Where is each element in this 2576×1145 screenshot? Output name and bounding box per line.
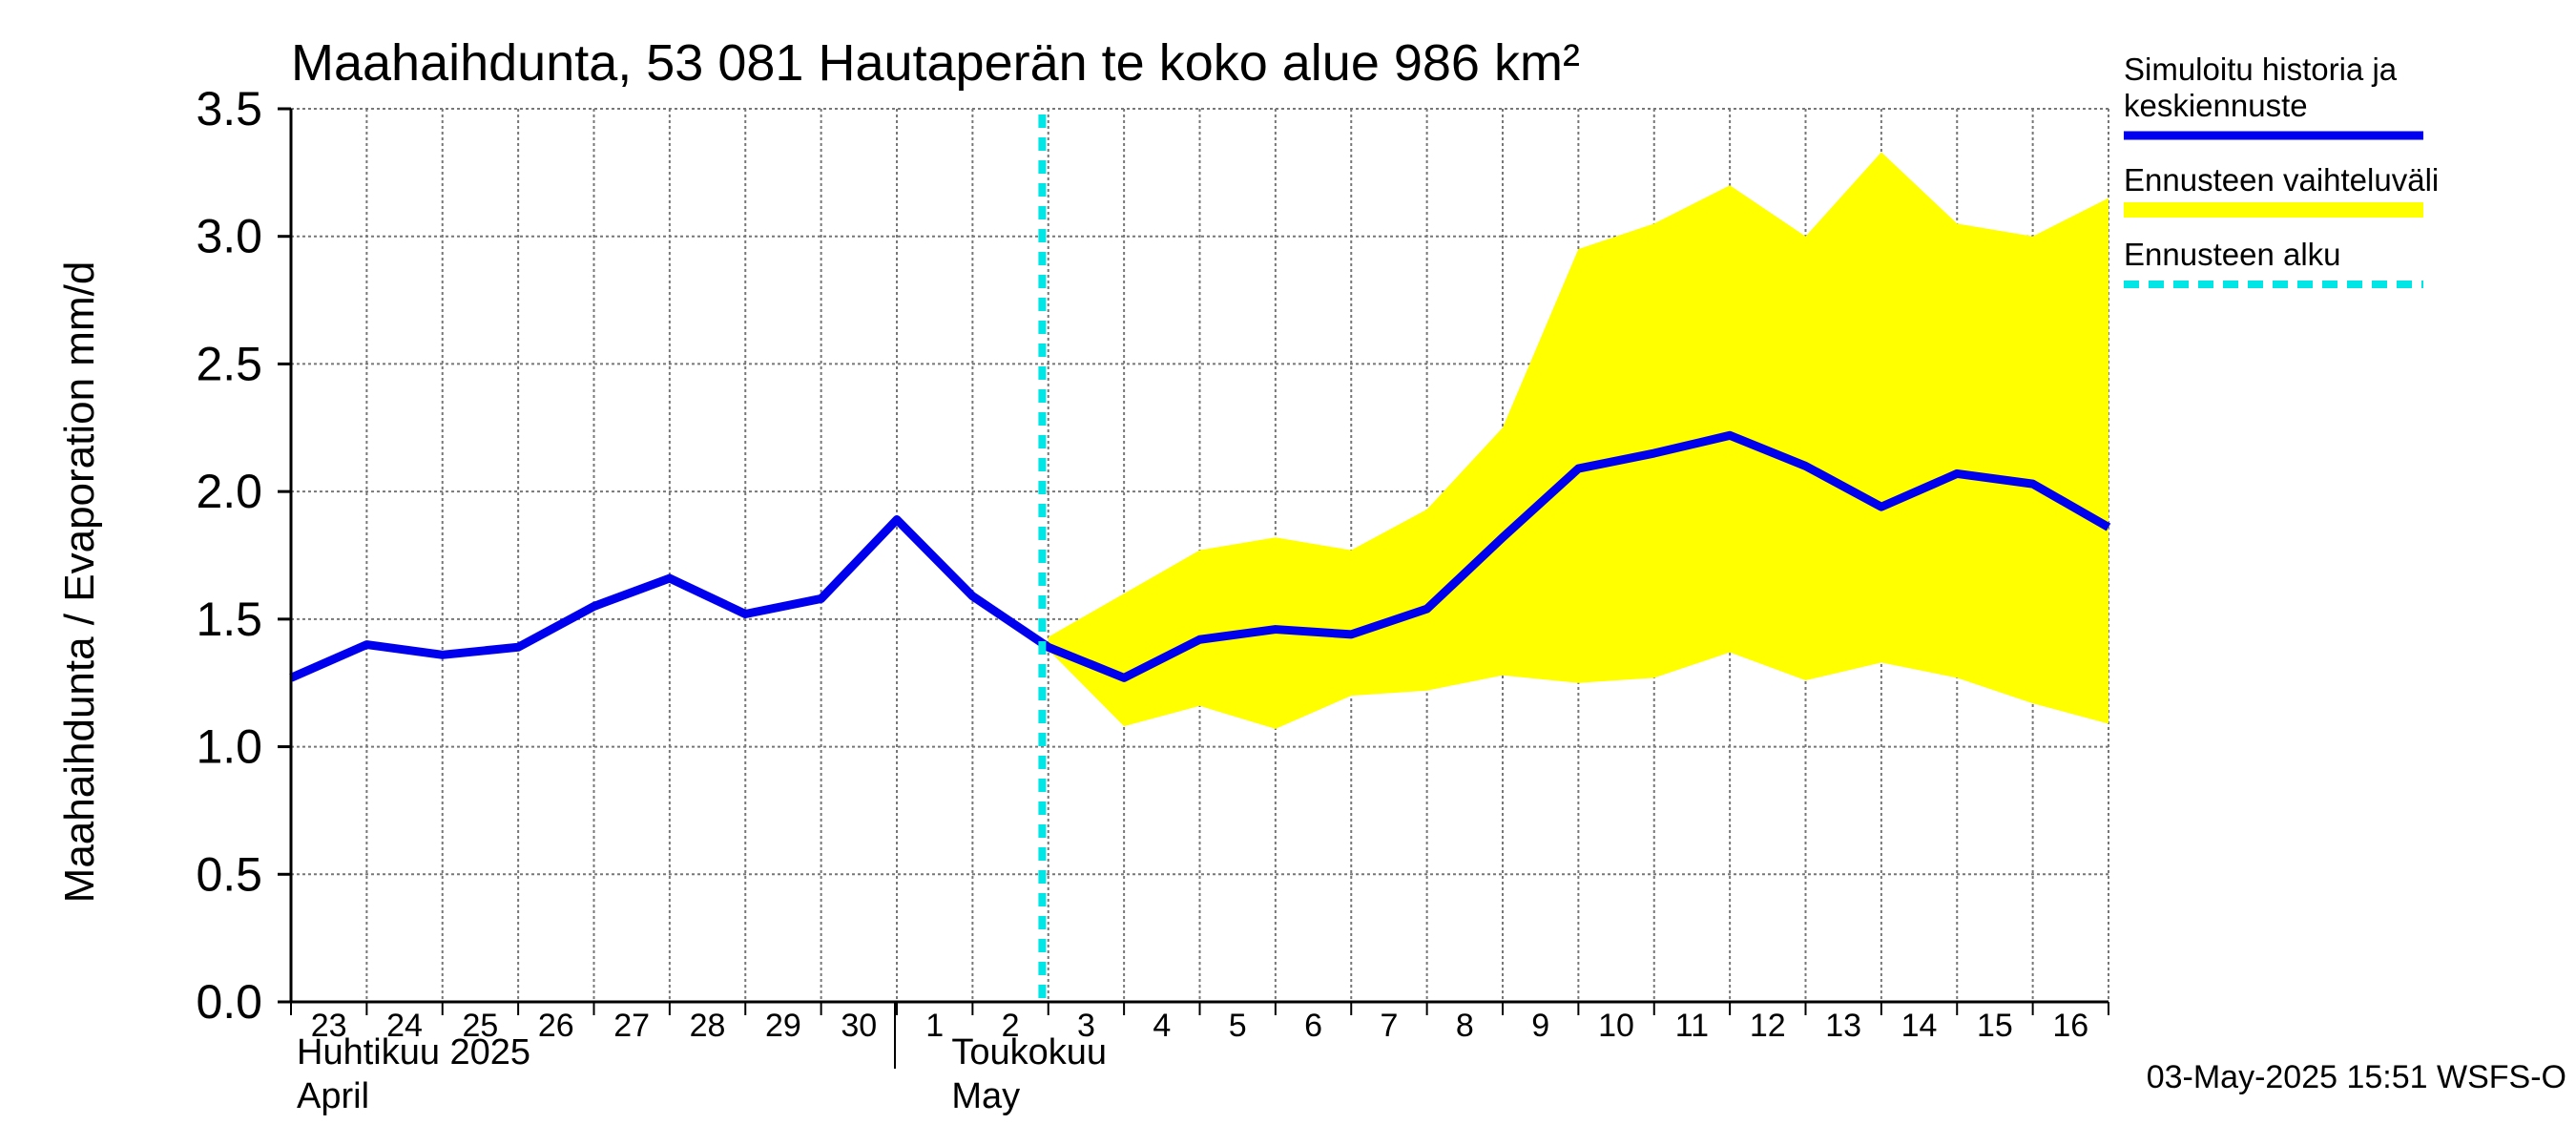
x-axis-ticks: 23 24 25 26 27 28 29 30 1 2 3 4 5 6 7 8 9 10 11 12 13 14 15 16 — [290, 1002, 2109, 1044]
x-tick-label: 10 — [1598, 1008, 1634, 1044]
x-tick-label: 11 — [1675, 1008, 1709, 1044]
y-tick-label: 2.5 — [196, 337, 262, 390]
forecast-range-area — [1048, 152, 2109, 729]
x-tick-label: 13 — [1825, 1008, 1861, 1044]
month-label: Huhtikuu 2025 — [297, 1032, 530, 1072]
x-tick-label: 3 — [1077, 1008, 1095, 1044]
y-tick-label: 3.5 — [196, 82, 262, 135]
x-tick-label: 4 — [1153, 1008, 1171, 1044]
legend-label: Ennusteen vaihteluväli — [2124, 162, 2439, 198]
x-tick-label: 26 — [538, 1008, 574, 1044]
x-tick-label: 14 — [1901, 1008, 1938, 1044]
y-tick-label: 3.0 — [196, 210, 262, 263]
y-axis-label: Maahaihdunta / Evaporation mm/d — [56, 261, 103, 904]
x-tick-label: 28 — [690, 1008, 726, 1044]
y-tick-label: 1.0 — [196, 720, 262, 774]
x-tick-label: 29 — [765, 1008, 801, 1044]
series-line — [289, 430, 2111, 682]
x-tick-label: 7 — [1380, 1008, 1398, 1044]
x-tick-label: 24 — [386, 1008, 423, 1044]
x-tick-label: 27 — [613, 1008, 650, 1044]
x-tick-label: 15 — [1977, 1008, 2013, 1044]
y-tick-label: 2.0 — [196, 465, 262, 518]
x-tick-label: 2 — [1002, 1008, 1020, 1044]
legend-swatch-band — [2124, 202, 2423, 218]
x-tick-label: 6 — [1304, 1008, 1322, 1044]
y-tick-label: 0.0 — [196, 975, 262, 1029]
forecast-range-band — [1048, 152, 2109, 729]
y-tick-label: 0.5 — [196, 847, 262, 901]
x-tick-label: 30 — [841, 1008, 877, 1044]
month-label-english: April — [297, 1076, 369, 1116]
month-label: Toukokuu — [951, 1032, 1107, 1072]
x-tick-label: 1 — [925, 1008, 944, 1044]
y-axis-ticks: 0.0 0.5 1.0 1.5 2.0 2.5 3.0 3.5 — [196, 82, 291, 1029]
x-tick-label: 9 — [1531, 1008, 1549, 1044]
legend-label: Ennusteen alku — [2124, 237, 2341, 272]
x-tick-label: 23 — [311, 1008, 347, 1044]
series-lines — [289, 430, 2111, 682]
x-tick-label: 16 — [2052, 1008, 2088, 1044]
x-tick-label: 8 — [1456, 1008, 1474, 1044]
x-tick-label: 12 — [1750, 1008, 1786, 1044]
legend-label: Simuloitu historia ja — [2124, 52, 2398, 87]
chart-title: Maahaihdunta, 53 081 Hautaperän te koko … — [291, 34, 1580, 92]
y-tick-label: 1.5 — [196, 593, 262, 646]
timestamp: 03-May-2025 15:51 WSFS-O — [2147, 1059, 2566, 1095]
x-tick-label: 5 — [1229, 1008, 1247, 1044]
month-label-english: May — [951, 1076, 1020, 1116]
x-tick-label: 25 — [463, 1008, 499, 1044]
legend-label: keskiennuste — [2124, 88, 2308, 123]
